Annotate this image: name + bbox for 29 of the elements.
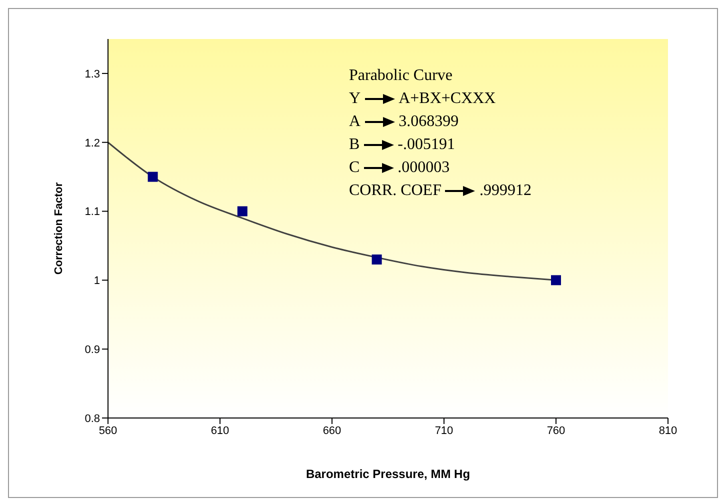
- annotation: .999912: [479, 182, 532, 199]
- annotation: A: [349, 113, 361, 130]
- annotation: .000003: [398, 159, 450, 176]
- y-tick-label: 1.1: [84, 206, 100, 218]
- x-tick-label: 760: [546, 424, 566, 437]
- point: [372, 254, 382, 265]
- y-tick-label: 1.2: [84, 137, 100, 150]
- annotation: A+BX+CXXX: [398, 90, 496, 107]
- x-tick-label: 560: [98, 424, 118, 437]
- x-tick-label: 660: [322, 424, 342, 437]
- x-axis-title: Barometric Pressure, MM Hg: [306, 467, 470, 481]
- x-tick-label: 610: [210, 424, 230, 437]
- annotation: CORR. COEF: [349, 182, 442, 199]
- annotation: C: [349, 159, 360, 176]
- annotation: Parabolic Curve: [349, 66, 454, 86]
- annotation: 3.068399: [398, 113, 459, 130]
- x-tick-label: 810: [658, 424, 678, 437]
- y-tick-label: 1: [94, 275, 100, 288]
- y-axis-title: Correction Factor: [52, 182, 65, 275]
- annotation: -.005191: [398, 136, 455, 153]
- annotation: B: [349, 136, 360, 153]
- y-tick-label: 0.8: [84, 412, 100, 425]
- point: [237, 206, 248, 216]
- x-tick-label: 710: [434, 424, 454, 437]
- y-tick-label: 1.3: [84, 68, 100, 80]
- point: [148, 172, 158, 182]
- point: [551, 275, 561, 286]
- annotation: Y: [349, 90, 361, 107]
- y-tick-label: 0.9: [84, 344, 100, 356]
